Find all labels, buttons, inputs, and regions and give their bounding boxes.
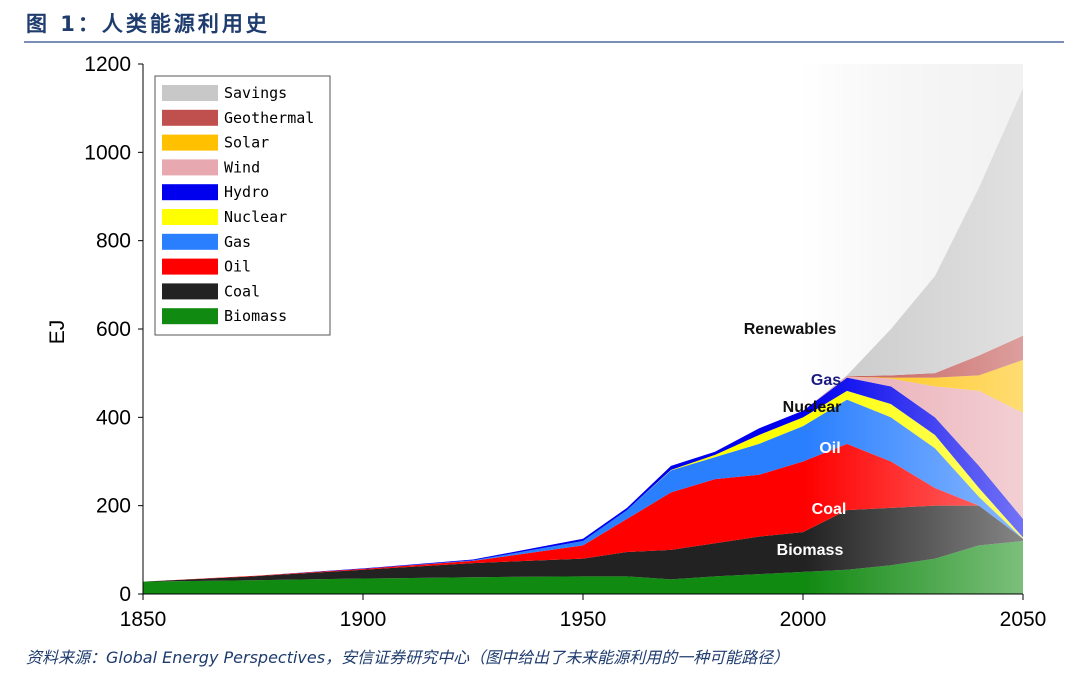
legend-label-biomass: Biomass bbox=[224, 307, 287, 325]
area-oil bbox=[143, 443, 1023, 582]
legend-swatch-solar bbox=[162, 134, 218, 151]
annotation-oil: Oil bbox=[819, 440, 840, 457]
legend-swatch-savings bbox=[162, 85, 218, 101]
legend-swatch-gas bbox=[162, 233, 218, 250]
x-tick-label: 2000 bbox=[780, 608, 827, 631]
y-tick-label: 600 bbox=[96, 318, 131, 341]
legend-swatch-geothermal bbox=[162, 109, 218, 126]
x-tick-label: 1900 bbox=[340, 608, 387, 631]
legend-label-nuclear: Nuclear bbox=[224, 208, 287, 226]
annotation-gas: Gas bbox=[811, 372, 841, 389]
legend-swatch-nuclear bbox=[162, 209, 218, 225]
legend-swatch-wind bbox=[162, 159, 218, 176]
x-tick-label: 1850 bbox=[120, 608, 167, 631]
y-tick-label: 0 bbox=[119, 583, 131, 606]
source-note: 资料来源：Global Energy Perspectives，安信证券研究中心… bbox=[26, 648, 790, 667]
legend-label-hydro: Hydro bbox=[224, 183, 269, 201]
legend-label-coal: Coal bbox=[224, 282, 260, 300]
area-biomass bbox=[143, 541, 1023, 594]
x-tick-label: 1950 bbox=[560, 608, 607, 631]
y-tick-label: 1200 bbox=[84, 53, 131, 76]
area-gas bbox=[143, 399, 1023, 582]
y-axis-label: EJ bbox=[46, 320, 69, 345]
y-tick-label: 400 bbox=[96, 406, 131, 429]
annotation-coal: Coal bbox=[812, 501, 847, 518]
figure-title: 图 1：人类能源利用史 bbox=[26, 12, 270, 36]
x-tick-label: 2050 bbox=[1000, 608, 1047, 631]
legend-label-wind: Wind bbox=[224, 158, 260, 176]
legend-swatch-biomass bbox=[162, 308, 218, 325]
title-divider bbox=[24, 41, 1064, 43]
legend-label-solar: Solar bbox=[224, 134, 269, 152]
legend-label-gas: Gas bbox=[224, 233, 251, 251]
y-tick-label: 1000 bbox=[84, 141, 131, 164]
legend-label-oil: Oil bbox=[224, 258, 251, 276]
area-hydro bbox=[143, 377, 1023, 582]
annotation-biomass: Biomass bbox=[777, 542, 844, 559]
legend-label-savings: Savings bbox=[224, 84, 287, 102]
legend-swatch-oil bbox=[162, 258, 218, 275]
future-fade-overlay bbox=[805, 64, 1023, 594]
y-tick-label: 200 bbox=[96, 495, 131, 518]
legend-label-geothermal: Geothermal bbox=[224, 109, 314, 127]
y-tick-label: 800 bbox=[96, 230, 131, 253]
area-coal bbox=[143, 505, 1023, 582]
legend-swatch-coal bbox=[162, 283, 218, 300]
legend-swatch-hydro bbox=[162, 184, 218, 201]
legend: Savings Geothermal Solar Wind Hydro Nuclear Ga… bbox=[162, 84, 314, 325]
annotation-nuclear: Nuclear bbox=[783, 399, 842, 416]
annotation-renewables: Renewables bbox=[744, 321, 837, 338]
